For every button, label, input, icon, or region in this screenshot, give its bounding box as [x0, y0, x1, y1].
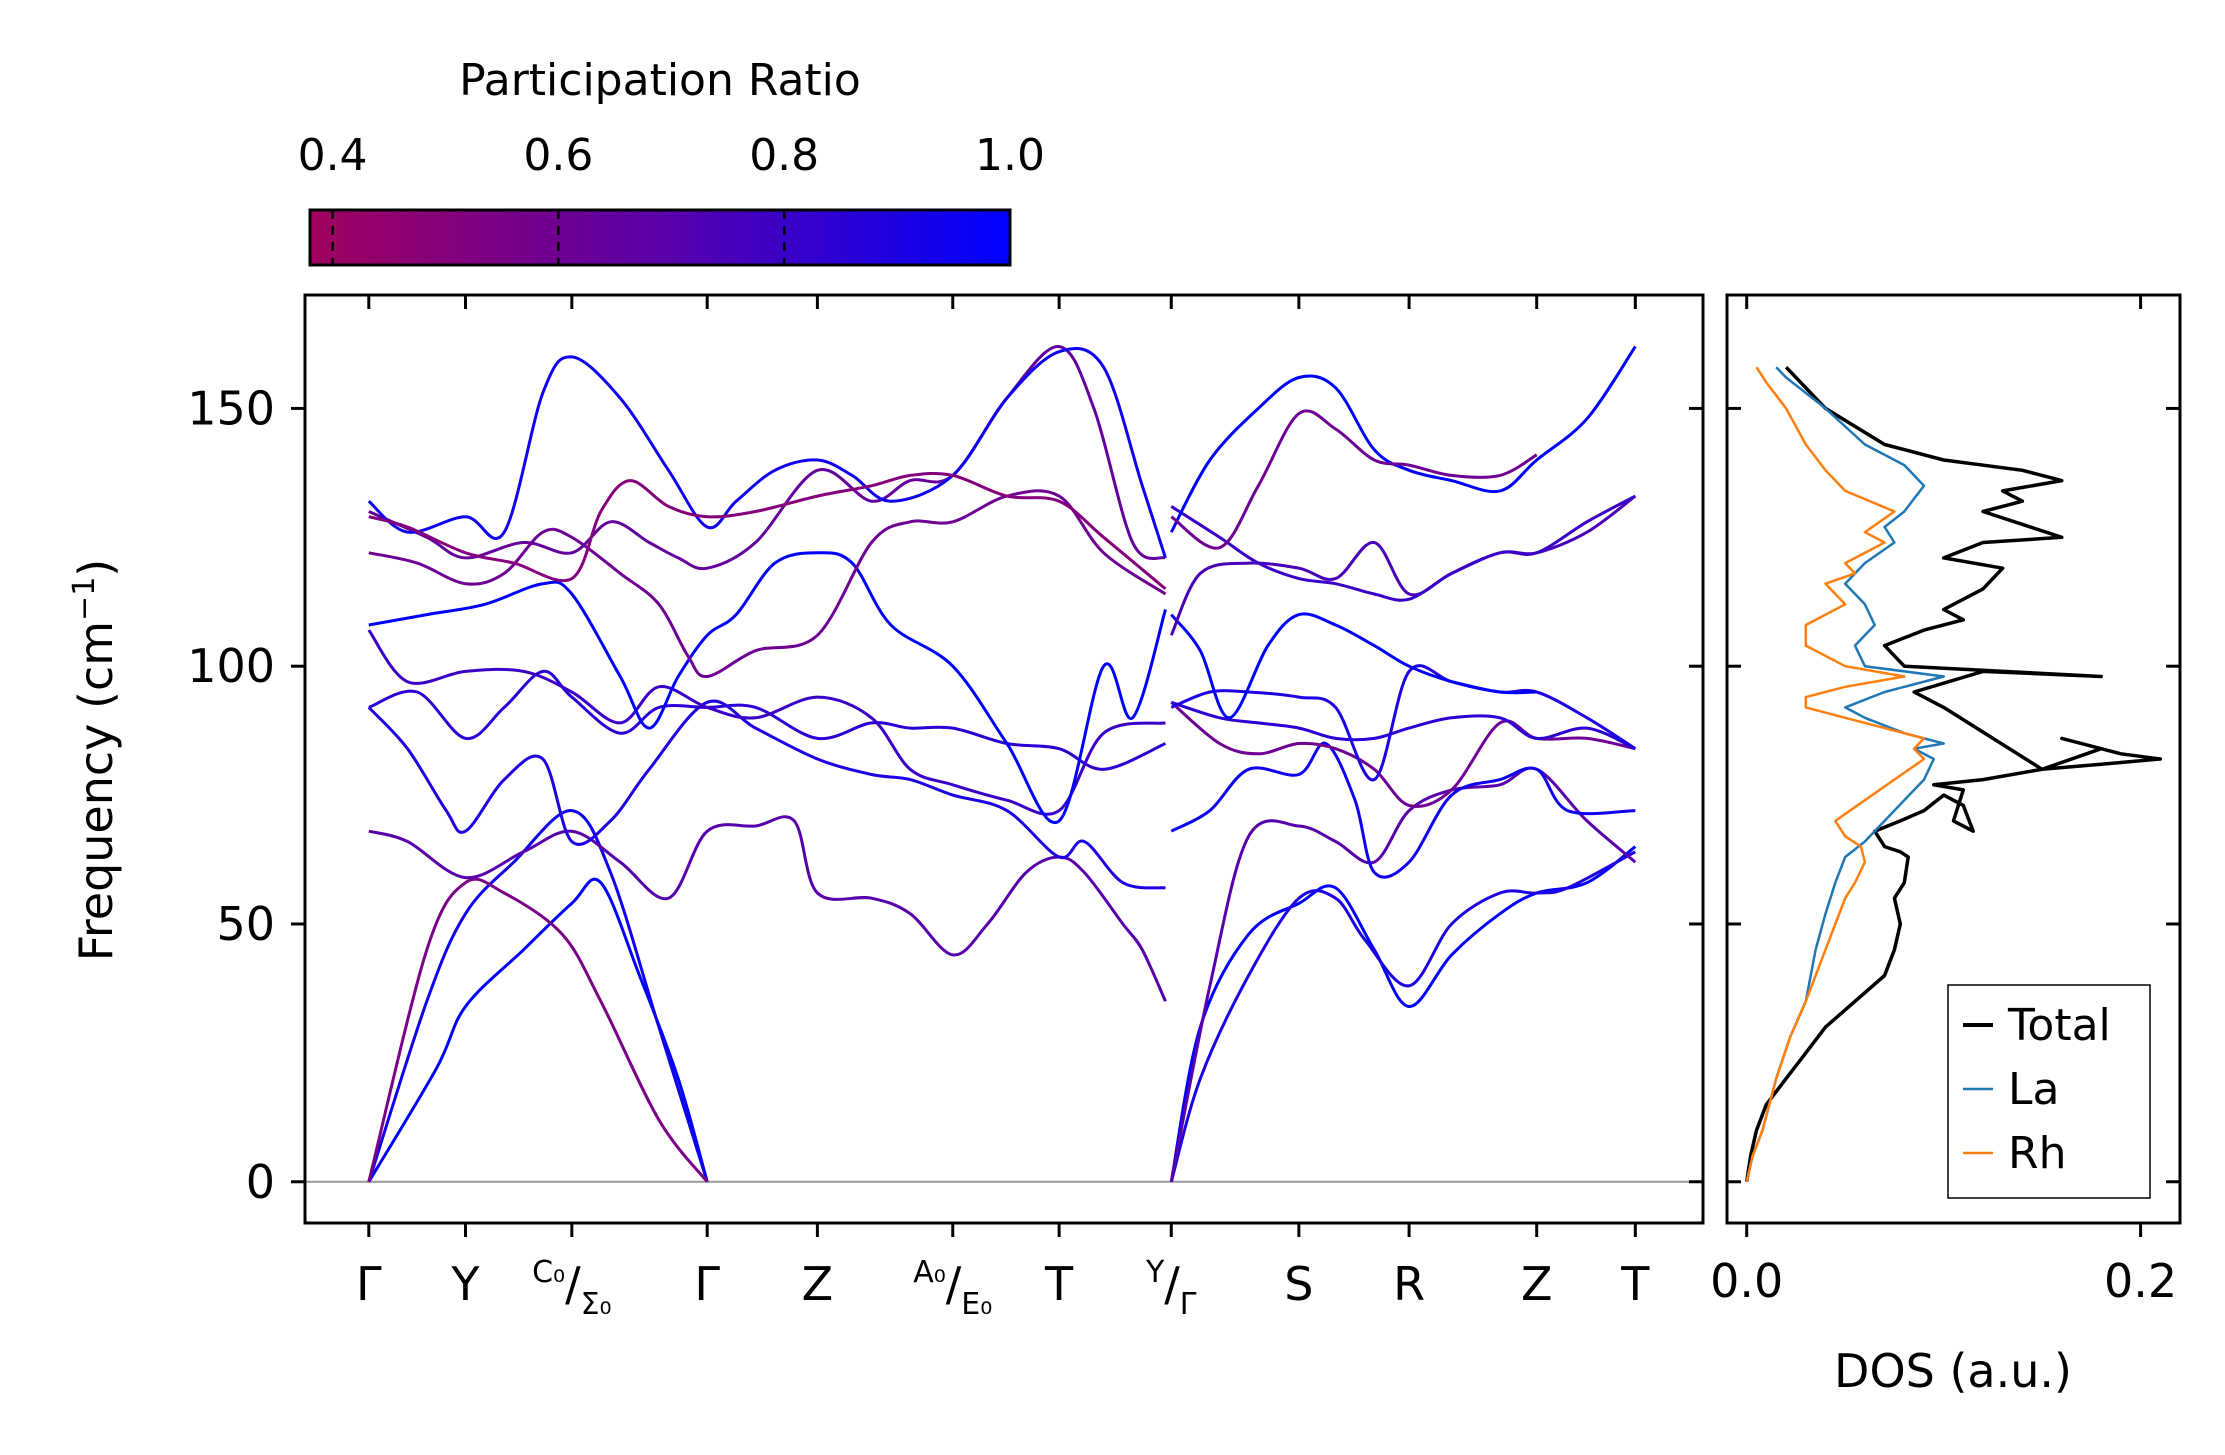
dos-curve-total — [1744, 365, 2163, 1183]
band-plot-frame — [303, 293, 1705, 1225]
y-tick-label: 0 — [246, 1155, 275, 1209]
band-line-gr-band-i — [1170, 409, 1538, 550]
band-line-band-c — [368, 669, 1167, 771]
kpoint-label: A₀/E₀ — [913, 1255, 992, 1322]
band-line-acoustic-2 — [367, 809, 709, 1183]
legend-label-total: Total — [2007, 1000, 2111, 1051]
band-line-gr-acoustic-2 — [1169, 850, 1637, 1183]
kpoint-label-slash: / — [565, 1257, 581, 1311]
band-line-band-h — [367, 346, 1167, 559]
legend: Total La Rh — [1947, 984, 2151, 1199]
colorbar-tick-label: 1.0 — [975, 130, 1045, 181]
colorbar-title: Participation Ratio — [459, 55, 861, 106]
kpoint-label: Y/Γ — [1145, 1255, 1197, 1322]
kpoint-label-upper: C₀ — [532, 1255, 565, 1290]
band-line-band-g — [368, 345, 1167, 571]
colorbar-gradient — [308, 208, 1012, 267]
kpoint-label-slash: / — [946, 1257, 962, 1311]
kpoint-label-upper: Y — [1145, 1255, 1165, 1290]
dos-curve-la — [1745, 366, 1945, 1183]
dos-plot: 0.0 0.2 DOS (a.u.) Total La Rh — [1710, 293, 2182, 1398]
kpoint-label-slash: / — [1164, 1257, 1180, 1311]
kpoint-label: Y — [450, 1257, 480, 1311]
legend-label-rh: Rh — [2008, 1128, 2066, 1179]
kpoint-label: T — [1044, 1257, 1074, 1311]
colorbar: Participation Ratio 0.4 0.6 0.8 1.0 — [298, 55, 1045, 267]
band-line-gr-band-h — [1169, 345, 1637, 533]
band-line-gr-band-b — [1170, 701, 1636, 808]
band-line-gr-band-a — [1170, 741, 1636, 879]
dos-x-axis-label: DOS (a.u.) — [1834, 1344, 2072, 1398]
legend-label-la: La — [2008, 1064, 2059, 1115]
band-line-gr-band-d — [1170, 664, 1637, 782]
band-line-band-a — [368, 815, 1167, 1002]
y-tick-label: 100 — [187, 639, 275, 693]
kpoint-label: Γ — [694, 1257, 720, 1311]
legend-box — [1947, 984, 2151, 1199]
band-line-acoustic-3 — [367, 877, 709, 1183]
band-line-band-e — [368, 551, 1167, 825]
band-line-band-b — [367, 699, 1166, 890]
band-line-gr-band-e — [1170, 612, 1537, 720]
kpoint-label: T — [1620, 1257, 1650, 1311]
kpoint-label-lower: Σ₀ — [581, 1287, 612, 1322]
kpoint-label: S — [1284, 1257, 1313, 1311]
band-line-gr-band-g — [1170, 494, 1637, 602]
dos-x-tick-label: 0.0 — [1710, 1254, 1783, 1308]
dos-x-tick-label: 0.2 — [2104, 1254, 2177, 1308]
colorbar-tick-label: 0.6 — [523, 130, 593, 181]
kpoint-label: Γ — [356, 1257, 382, 1311]
band-line-band-d — [367, 629, 1166, 816]
y-tick-label: 150 — [187, 381, 275, 435]
kpoint-label: R — [1393, 1257, 1425, 1311]
band-line-gr-band-c — [1170, 700, 1636, 751]
kpoint-label-upper: A₀ — [913, 1255, 946, 1290]
colorbar-tick-label: 0.4 — [298, 130, 368, 181]
band-line-band-f — [368, 489, 1167, 679]
band-line-gr-acoustic-1 — [1169, 845, 1637, 1183]
band-line-gr-acoustic-3 — [1169, 766, 1637, 1183]
kpoint-label: Z — [802, 1257, 834, 1311]
band-line-band-i — [368, 471, 1167, 591]
kpoint-label: C₀/Σ₀ — [532, 1255, 611, 1322]
y-tick-label: 50 — [216, 897, 275, 951]
dos-curve-rh — [1745, 366, 1926, 1183]
kpoint-label: Z — [1521, 1257, 1553, 1311]
band-line-acoustic-1 — [367, 877, 709, 1183]
colorbar-tick-label: 0.8 — [749, 130, 819, 181]
dos-plot-frame — [1725, 293, 2182, 1225]
kpoint-label-lower: E₀ — [961, 1287, 992, 1322]
y-axis-label: Frequency (cm−1) — [67, 559, 123, 962]
kpoint-label-lower: Γ — [1180, 1287, 1197, 1322]
